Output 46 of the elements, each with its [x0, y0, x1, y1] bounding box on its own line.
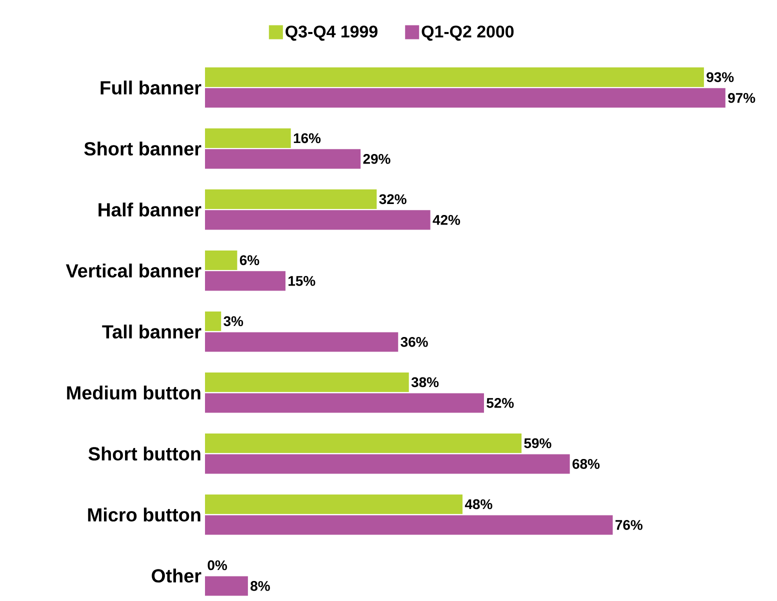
y-tick-label: Short button — [88, 446, 200, 461]
data-label: 42% — [432, 215, 460, 225]
bar — [205, 210, 430, 230]
y-tick-label: Other — [152, 568, 202, 583]
y-tick-label: Full banner — [100, 80, 202, 94]
y-tick-label: Half banner — [98, 202, 202, 217]
data-label: 6% — [240, 255, 260, 266]
data-label: 52% — [486, 398, 514, 408]
bar — [205, 393, 484, 413]
bar — [205, 149, 361, 169]
bar — [205, 311, 222, 331]
bar — [205, 128, 291, 148]
data-label: 0% — [208, 560, 227, 570]
bar — [205, 515, 613, 535]
bar — [205, 454, 570, 474]
data-label: 16% — [294, 133, 321, 144]
data-label: 68% — [572, 459, 600, 469]
bar — [205, 433, 522, 453]
data-label: 15% — [288, 276, 316, 286]
bar — [205, 372, 409, 392]
y-tick-label: Vertical banner — [66, 264, 202, 278]
bar — [205, 250, 238, 270]
data-label: 93% — [706, 72, 734, 82]
y-tick-label: Medium button — [67, 386, 200, 400]
data-label: 32% — [379, 194, 406, 204]
data-label: 48% — [464, 499, 492, 510]
bar — [205, 494, 463, 514]
bar — [205, 271, 286, 291]
y-tick-label: Micro button — [88, 508, 200, 522]
legend-label: Q1-Q2 2000 — [422, 26, 514, 41]
y-tick-label: Short banner — [84, 142, 202, 156]
data-label: 3% — [224, 316, 244, 326]
bar — [205, 332, 398, 352]
bar — [205, 67, 704, 87]
legend-label: Q3-Q4 1999 — [286, 26, 378, 41]
data-label: 76% — [616, 520, 642, 530]
data-label: 29% — [363, 154, 390, 164]
bar — [205, 189, 377, 209]
y-tick-label: Tall banner — [102, 324, 202, 339]
data-label: 36% — [400, 336, 428, 347]
data-label: 8% — [250, 581, 270, 591]
data-label: 38% — [411, 377, 439, 388]
data-label: 97% — [728, 92, 756, 103]
bar — [205, 576, 248, 596]
data-label: 59% — [524, 438, 552, 448]
bar — [205, 88, 726, 108]
